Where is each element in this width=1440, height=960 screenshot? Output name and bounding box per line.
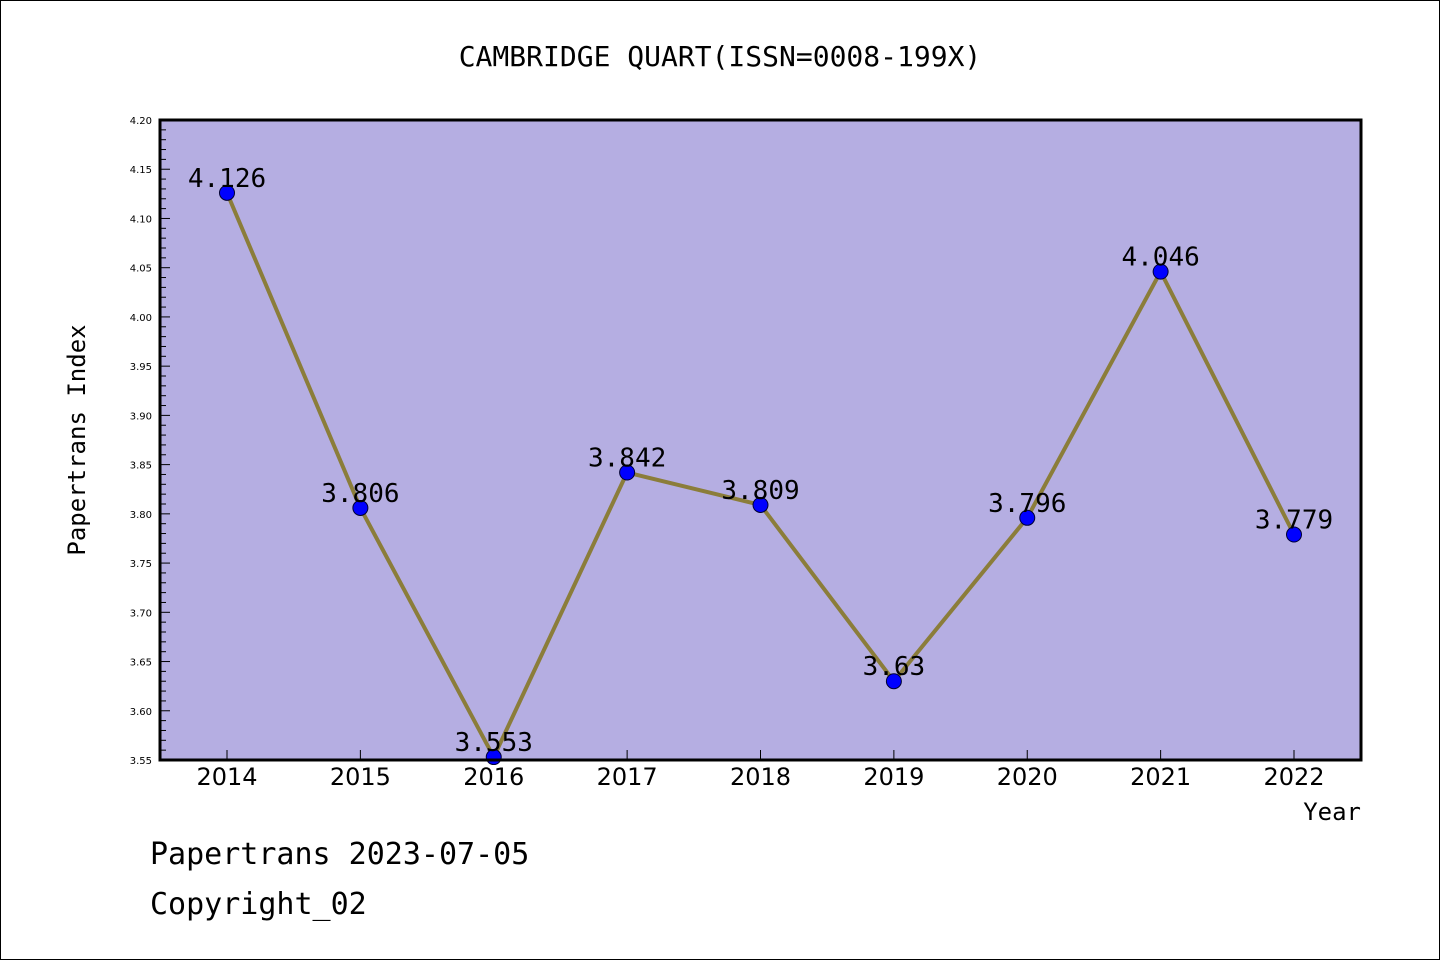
y-tick-label: 4.15 xyxy=(130,165,152,176)
data-point-2015 xyxy=(352,499,369,516)
y-tick-label: 3.90 xyxy=(130,411,152,422)
data-point-2021 xyxy=(1152,263,1169,280)
y-tick-label: 3.70 xyxy=(130,608,152,619)
y-tick-label: 4.00 xyxy=(130,313,152,324)
y-tick-label: 3.95 xyxy=(130,362,152,373)
y-axis-label: Papertrans Index xyxy=(63,324,91,555)
chart-title: CAMBRIDGE QUART(ISSN=0008-199X) xyxy=(459,40,982,73)
x-tick-label: 2020 xyxy=(997,763,1058,791)
data-label-2021: 4.046 xyxy=(1121,243,1199,273)
x-tick-label: 2014 xyxy=(196,763,257,791)
data-label-2015: 3.806 xyxy=(321,479,399,509)
x-tick-label: 2019 xyxy=(863,763,924,791)
x-tick-label: 2018 xyxy=(730,763,791,791)
x-tick-label: 2016 xyxy=(463,763,524,791)
footer-copyright: Copyright_02 xyxy=(150,887,367,922)
y-tick-label: 3.65 xyxy=(130,658,152,669)
x-tick-label: 2015 xyxy=(330,763,391,791)
x-axis-label: Year xyxy=(1303,798,1361,826)
y-tick-label: 3.60 xyxy=(130,707,152,718)
data-point-2014 xyxy=(219,184,235,201)
y-tick-label: 4.20 xyxy=(130,116,152,127)
x-tick-label: 2022 xyxy=(1263,763,1324,791)
data-label-2022: 3.779 xyxy=(1255,506,1333,536)
y-tick-label: 3.55 xyxy=(130,756,152,767)
plot-border xyxy=(158,118,1363,762)
data-label-2018: 3.809 xyxy=(721,476,799,506)
data-point-2020 xyxy=(1019,509,1036,526)
data-label-2019: 3.63 xyxy=(863,652,926,682)
y-tick-label: 3.85 xyxy=(130,461,152,472)
y-tick-label: 3.75 xyxy=(130,559,152,570)
data-point-2019 xyxy=(885,673,902,690)
data-labels: 4.126 3.806 3.553 3.842 3.809 3.63 3.796 4.046 3… xyxy=(188,164,1333,758)
data-label-2020: 3.796 xyxy=(988,489,1066,519)
data-label-2017: 3.842 xyxy=(588,443,666,473)
data-point-2018 xyxy=(752,496,769,513)
data-label-2016: 3.553 xyxy=(455,728,533,758)
y-tick-label: 4.05 xyxy=(130,264,152,275)
plot-area xyxy=(160,120,1361,760)
data-label-2014: 4.126 xyxy=(188,164,266,194)
data-point-2022 xyxy=(1286,526,1302,543)
x-tick-label: 2017 xyxy=(597,763,658,791)
y-tick-label: 3.80 xyxy=(130,510,152,521)
y-tick-label: 4.10 xyxy=(130,214,152,225)
footer-date: Papertrans 2023-07-05 xyxy=(150,837,529,872)
x-tick-label: 2021 xyxy=(1130,763,1191,791)
x-axis-ticks: 2014 2015 2016 2017 2018 2019 2020 2021 2022 xyxy=(196,750,1325,791)
data-point-2017 xyxy=(619,464,636,481)
